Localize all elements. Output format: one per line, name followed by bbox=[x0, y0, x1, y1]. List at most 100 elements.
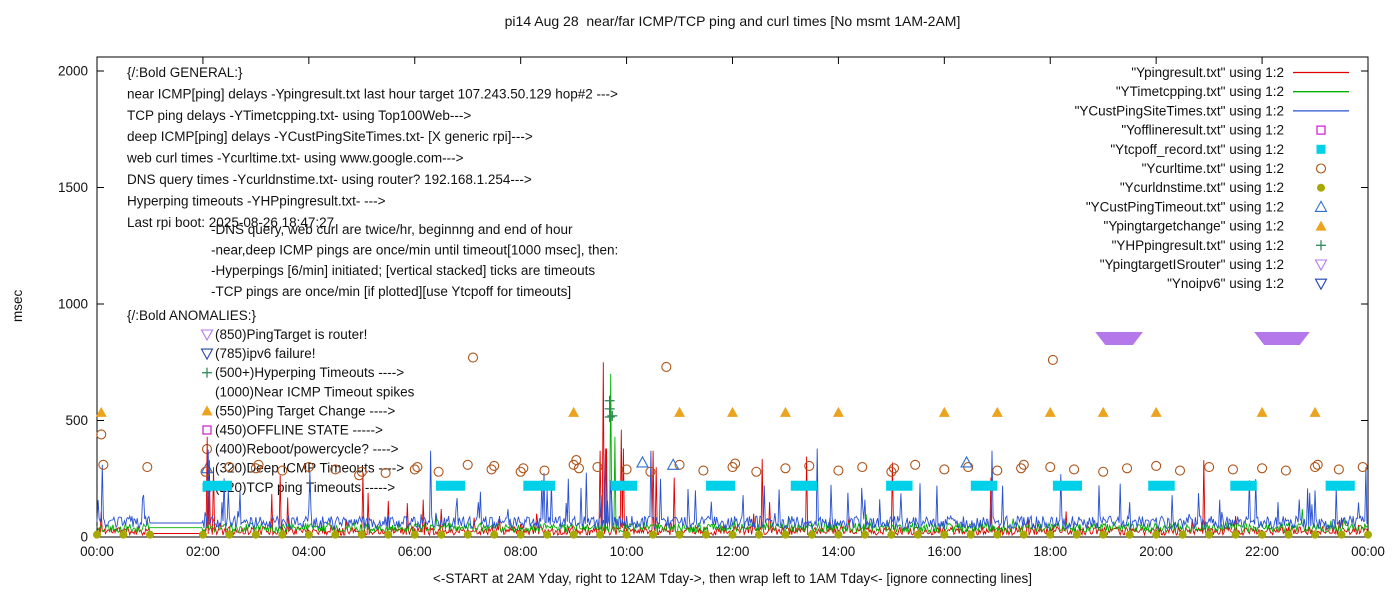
series-point-Ycurltime.txt bbox=[1204, 462, 1215, 473]
series-point-Ycurltime.txt bbox=[250, 463, 261, 474]
legend-label: "Ypingresult.txt" using 1:2 bbox=[1131, 65, 1284, 80]
series-point-Ycurldnstime.txt bbox=[569, 530, 578, 539]
series-point-Ycurldnstime.txt bbox=[93, 530, 101, 539]
series-point-Ycurldnstime.txt bbox=[225, 530, 234, 539]
x-tick-label: 02:00 bbox=[186, 544, 220, 559]
x-tick-label: 12:00 bbox=[716, 544, 750, 559]
series-point-Ypingtargetchange bbox=[991, 406, 1003, 417]
series-point-Ycurltime.txt bbox=[433, 466, 444, 477]
series-point-Ycurldnstime.txt bbox=[1284, 530, 1293, 539]
x-tick-label: 16:00 bbox=[927, 544, 961, 559]
series-point-Ycurldnstime.txt bbox=[887, 530, 896, 539]
series-point-Ycurltime.txt bbox=[1047, 354, 1058, 365]
series-point-Ycurltime.txt bbox=[409, 464, 420, 475]
series-point-Ycurltime.txt bbox=[356, 466, 367, 477]
general-annotation-line: DNS query times -Ycurldnstime.txt- using… bbox=[127, 172, 532, 187]
series-point-Ycurldnstime.txt bbox=[1311, 530, 1320, 539]
series-bar-Ytcpoff_record.txt bbox=[1148, 480, 1175, 491]
series-point-Ycurltime.txt bbox=[489, 460, 500, 471]
series-point-Ycurldnstime.txt bbox=[516, 530, 525, 539]
series-point-Ycurldnstime.txt bbox=[1337, 530, 1346, 539]
general-annotation-line: deep ICMP[ping] delays -YCustPingSiteTim… bbox=[127, 129, 533, 144]
series-point-Ycurldnstime.txt bbox=[1231, 530, 1240, 539]
series-point-Ycurltime.txt bbox=[674, 459, 685, 470]
legend-label: "Ypingtargetchange" using 1:2 bbox=[1104, 219, 1284, 234]
series-point-Ycurldnstime.txt bbox=[437, 530, 446, 539]
series-bar-Ytcpoff_record.txt bbox=[435, 480, 466, 491]
y-tick-label: 2000 bbox=[58, 64, 88, 79]
x-tick-label: 00:00 bbox=[80, 544, 114, 559]
series-point-Ycurldnstime.txt bbox=[304, 530, 313, 539]
series-bar-Ytcpoff_record.txt bbox=[202, 480, 233, 491]
x-tick-label: 14:00 bbox=[822, 544, 856, 559]
series-point-Ycurldnstime.txt bbox=[1205, 530, 1214, 539]
series-point-Ycurltime.txt bbox=[1018, 459, 1029, 470]
series-point-Ycurltime.txt bbox=[1151, 460, 1162, 471]
legend-label: "Ynoipv6" using 1:2 bbox=[1167, 276, 1284, 291]
series-point-Ycurltime.txt bbox=[1045, 462, 1056, 473]
legend-label: "YpingtargetISrouter" using 1:2 bbox=[1100, 257, 1284, 272]
series-point-Ycurldnstime.txt bbox=[410, 530, 419, 539]
series-point-Ypingtargetchange bbox=[674, 406, 686, 417]
series-point-Ycurltime.txt bbox=[1121, 463, 1133, 474]
series-point-Ycurltime.txt bbox=[621, 464, 632, 475]
series-point-Ycurldnstime.txt bbox=[1152, 530, 1161, 539]
series-point-Ycurltime.txt bbox=[1227, 464, 1239, 475]
series-bar-Ytcpoff_record.txt bbox=[790, 480, 818, 491]
series-point-Ycurltime.txt bbox=[780, 463, 791, 474]
x-tick-label: 04:00 bbox=[292, 544, 326, 559]
x-tick-label: 22:00 bbox=[1245, 544, 1279, 559]
x-tick-label: 00:00 bbox=[1351, 544, 1385, 559]
series-point-Ycurltime.txt bbox=[1016, 463, 1027, 474]
series-point-YCustPingTimeout.txt bbox=[666, 458, 680, 470]
series-point-Ycurltime.txt bbox=[224, 462, 235, 473]
anomaly-annotation-line: (500+)Hyperping Timeouts ----> bbox=[215, 365, 404, 380]
x-tick-label: 10:00 bbox=[610, 544, 644, 559]
series-bar-Ytcpoff_record.txt bbox=[1052, 480, 1083, 491]
general-annotation-line: web curl times -Ycurltime.txt- using www… bbox=[126, 151, 464, 166]
series-point-Ycurltime.txt bbox=[939, 464, 950, 475]
series-point-Ycurltime.txt bbox=[277, 465, 288, 476]
legend-label: "Ycurldnstime.txt" using 1:2 bbox=[1120, 180, 1284, 195]
series-point-Ycurltime.txt bbox=[200, 466, 211, 477]
legend-label: "YHPpingresult.txt" using 1:2 bbox=[1112, 238, 1284, 253]
series-point-Ycurltime.txt bbox=[992, 465, 1003, 476]
series-point-Ycurltime.txt bbox=[573, 463, 584, 474]
series-point-Ycurltime.txt bbox=[730, 458, 741, 469]
series-point-Ycurltime.txt bbox=[539, 465, 550, 476]
anomaly-triangle-down-open-icon bbox=[200, 329, 214, 342]
x-tick-label: 20:00 bbox=[1139, 544, 1173, 559]
series-point-Ycurltime.txt bbox=[462, 459, 473, 470]
series-point-Ycurltime.txt bbox=[354, 470, 365, 481]
general-annotation-line: Last rpi boot: 2025-08-26 18:47:27 bbox=[127, 215, 334, 230]
series-point-Ycurldnstime.txt bbox=[940, 530, 949, 539]
legend-sample-circle-fill bbox=[1317, 183, 1325, 192]
series-bar-Ytcpoff_record.txt bbox=[970, 480, 998, 491]
anomaly-annotation-line: (220)TCP ping Timeouts -----> bbox=[215, 480, 395, 495]
anomaly-annotation-line: (400)Reboot/powercycle? ----> bbox=[215, 442, 399, 457]
legend-label: "YCustPingSiteTimes.txt" using 1:2 bbox=[1075, 103, 1284, 118]
series-bar-Ytcpoff_record.txt bbox=[706, 480, 736, 491]
series-point-Ycurltime.txt bbox=[886, 466, 897, 477]
anomaly-annotation-line: (1000)Near ICMP Timeout spikes bbox=[215, 384, 415, 399]
series-point-Ycurltime.txt bbox=[330, 464, 341, 475]
series-point-Ycurltime.txt bbox=[1333, 464, 1344, 475]
series-point-Ycurltime.txt bbox=[698, 465, 709, 476]
general-annotation-indented-line: -DNS query, web curl are twice/hr, begin… bbox=[211, 222, 573, 237]
legend-sample-triangle-up-open bbox=[1314, 200, 1328, 212]
series-point-Ycurldnstime.txt bbox=[966, 530, 975, 539]
x-axis-label: <-START at 2AM Yday, right to 12AM Tday-… bbox=[433, 571, 1032, 586]
series-point-Ycurldnstime.txt bbox=[198, 530, 207, 539]
series-point-Ypingtargetchange bbox=[1097, 406, 1109, 417]
series-point-Ycurldnstime.txt bbox=[1178, 530, 1187, 539]
x-tick-label: 06:00 bbox=[398, 544, 432, 559]
series-point-Ycurldnstime.txt bbox=[754, 530, 763, 539]
legend-label: "Ycurltime.txt" using 1:2 bbox=[1142, 161, 1284, 176]
series-bar-Ytcpoff_record.txt bbox=[886, 480, 913, 491]
anomaly-triangle-down-open-icon bbox=[200, 348, 214, 361]
series-point-Ycurltime.txt bbox=[467, 352, 479, 363]
series-point-Ycurltime.txt bbox=[1312, 459, 1323, 470]
general-annotation-indented-line: -Hyperpings [6/min] initiated; [vertical… bbox=[211, 263, 595, 278]
series-point-Ycurldnstime.txt bbox=[463, 530, 472, 539]
y-tick-label: 500 bbox=[65, 413, 88, 428]
